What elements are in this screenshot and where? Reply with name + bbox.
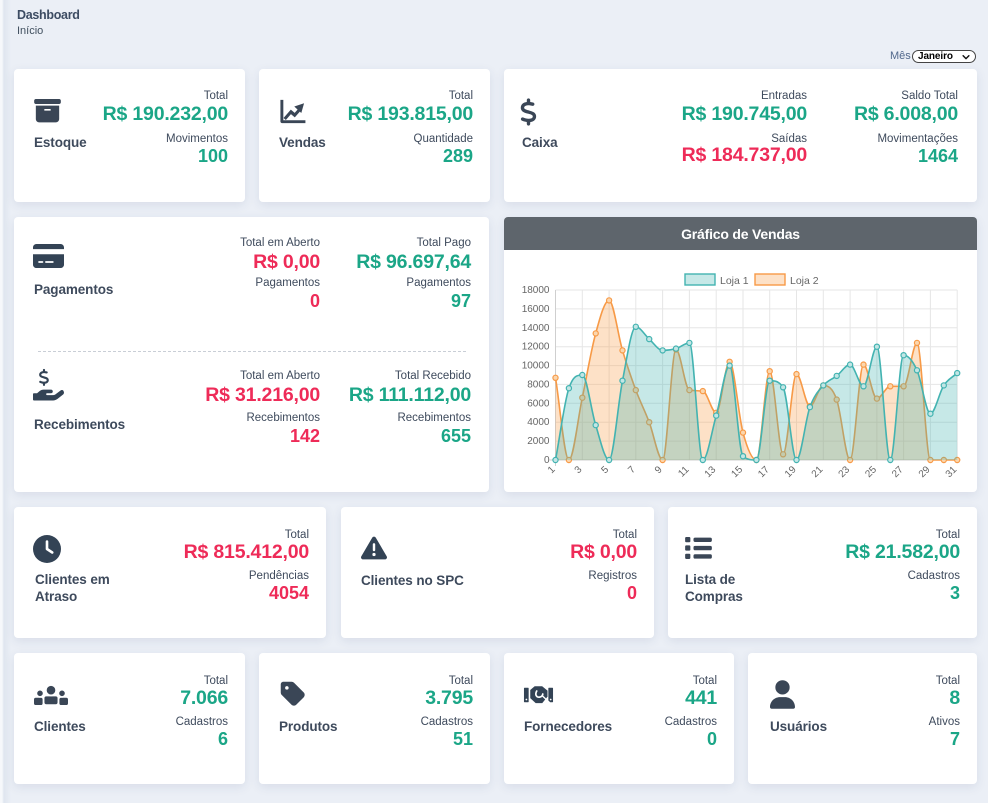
svg-text:0: 0	[544, 455, 550, 466]
svg-text:3: 3	[573, 464, 585, 476]
svg-text:23: 23	[837, 464, 853, 480]
svg-text:15: 15	[729, 464, 745, 480]
svg-text:17: 17	[756, 464, 772, 480]
svg-text:4000: 4000	[527, 417, 550, 428]
svg-text:6000: 6000	[527, 398, 550, 409]
svg-text:Loja 2: Loja 2	[790, 275, 819, 287]
svg-text:13: 13	[703, 464, 719, 480]
svg-text:25: 25	[863, 464, 879, 480]
svg-text:27: 27	[890, 464, 906, 480]
svg-text:Loja 1: Loja 1	[720, 275, 749, 287]
svg-text:19: 19	[783, 464, 799, 480]
svg-text:14000: 14000	[522, 323, 550, 334]
svg-text:16000: 16000	[522, 304, 550, 315]
svg-text:11: 11	[676, 464, 691, 479]
svg-text:29: 29	[917, 464, 933, 480]
svg-text:8000: 8000	[527, 379, 550, 390]
svg-text:2000: 2000	[527, 436, 550, 447]
svg-text:1: 1	[546, 464, 558, 476]
svg-text:9: 9	[653, 464, 665, 476]
svg-text:18000: 18000	[522, 285, 550, 296]
svg-text:7: 7	[626, 464, 638, 476]
svg-text:31: 31	[944, 464, 960, 480]
svg-text:10000: 10000	[522, 361, 550, 372]
svg-text:21: 21	[810, 464, 826, 480]
svg-text:5: 5	[600, 464, 612, 476]
svg-text:12000: 12000	[522, 342, 550, 353]
